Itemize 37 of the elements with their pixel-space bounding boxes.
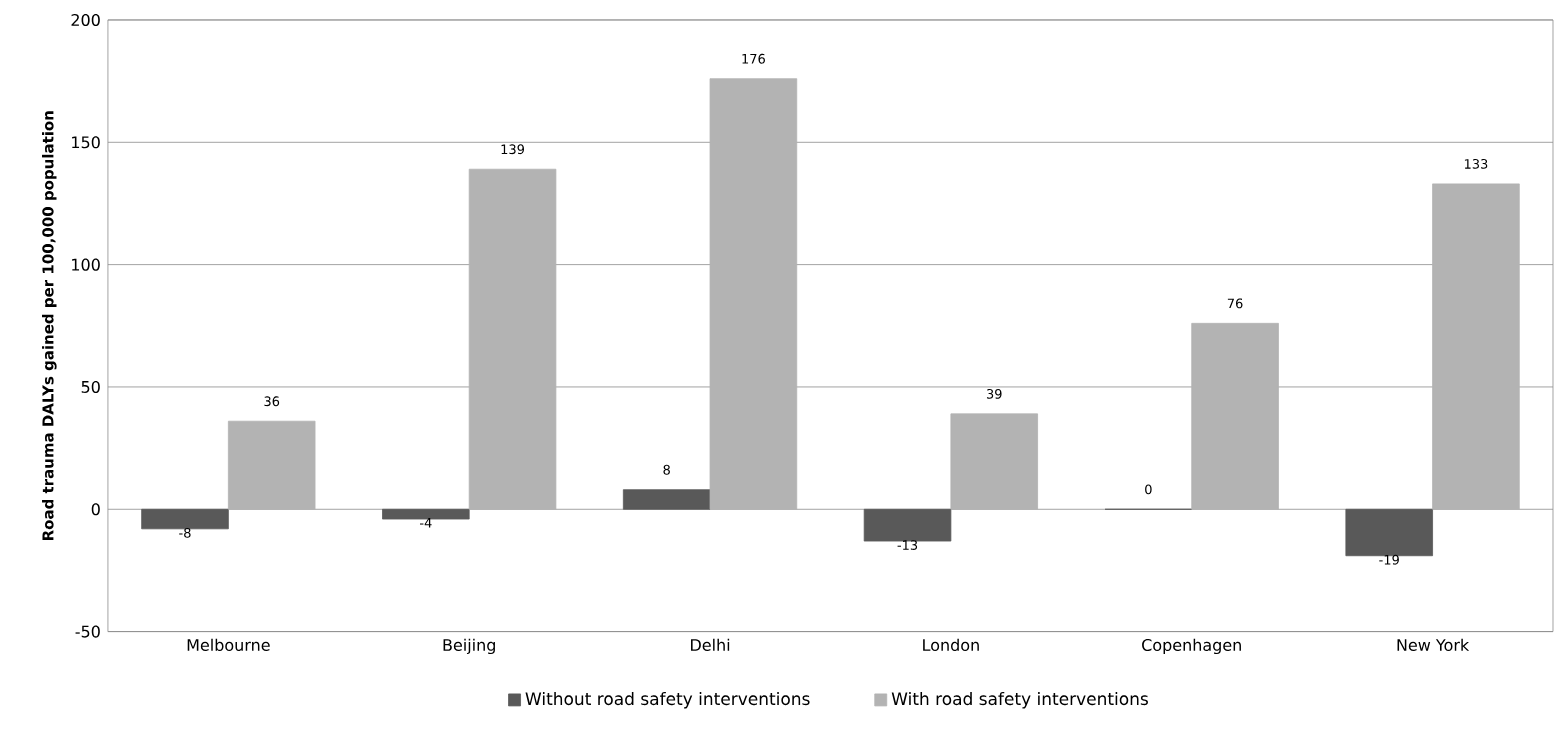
data-label: 176: [742, 54, 765, 64]
legend-label: With road safety interventions: [891, 692, 1148, 709]
data-label: 76: [1227, 298, 1243, 309]
y-axis-title: Road trauma DALYs gained per 100,000 population: [42, 111, 57, 541]
y-tick-label: 0: [91, 503, 100, 516]
data-label: -19: [1379, 555, 1399, 565]
data-label: 39: [986, 389, 1002, 400]
x-tick-label: Delhi: [691, 638, 730, 652]
bar: [950, 413, 1038, 510]
bar: [382, 509, 470, 520]
bar: [227, 421, 316, 510]
x-tick-label: Beijing: [443, 638, 495, 655]
y-tick-label: 100: [72, 258, 100, 271]
y-tick-label: 50: [81, 381, 100, 394]
bar: [141, 509, 229, 530]
x-tick-label: Melbourne: [187, 638, 270, 652]
legend-label: Without road safety interventions: [525, 692, 810, 709]
x-tick-label: London: [923, 638, 979, 652]
data-label: 133: [1464, 159, 1488, 170]
x-tick-label: Copenhagen: [1142, 638, 1241, 655]
data-label: 8: [663, 465, 670, 475]
bar: [622, 489, 711, 510]
y-tick-label: -50: [75, 625, 100, 638]
data-label: -4: [420, 518, 432, 528]
data-label: 0: [1145, 484, 1152, 495]
y-tick-label: 200: [71, 14, 100, 27]
data-label: -8: [179, 528, 191, 538]
bar: [468, 169, 557, 510]
bar: [1432, 183, 1520, 510]
bar: [709, 78, 798, 510]
bar: [863, 509, 952, 542]
data-label: 139: [501, 144, 525, 155]
data-label: -13: [897, 540, 918, 551]
y-tick-label: 150: [72, 136, 100, 149]
data-label: 36: [264, 396, 280, 407]
bar: [1191, 323, 1279, 510]
x-tick-label: New York: [1397, 638, 1470, 652]
